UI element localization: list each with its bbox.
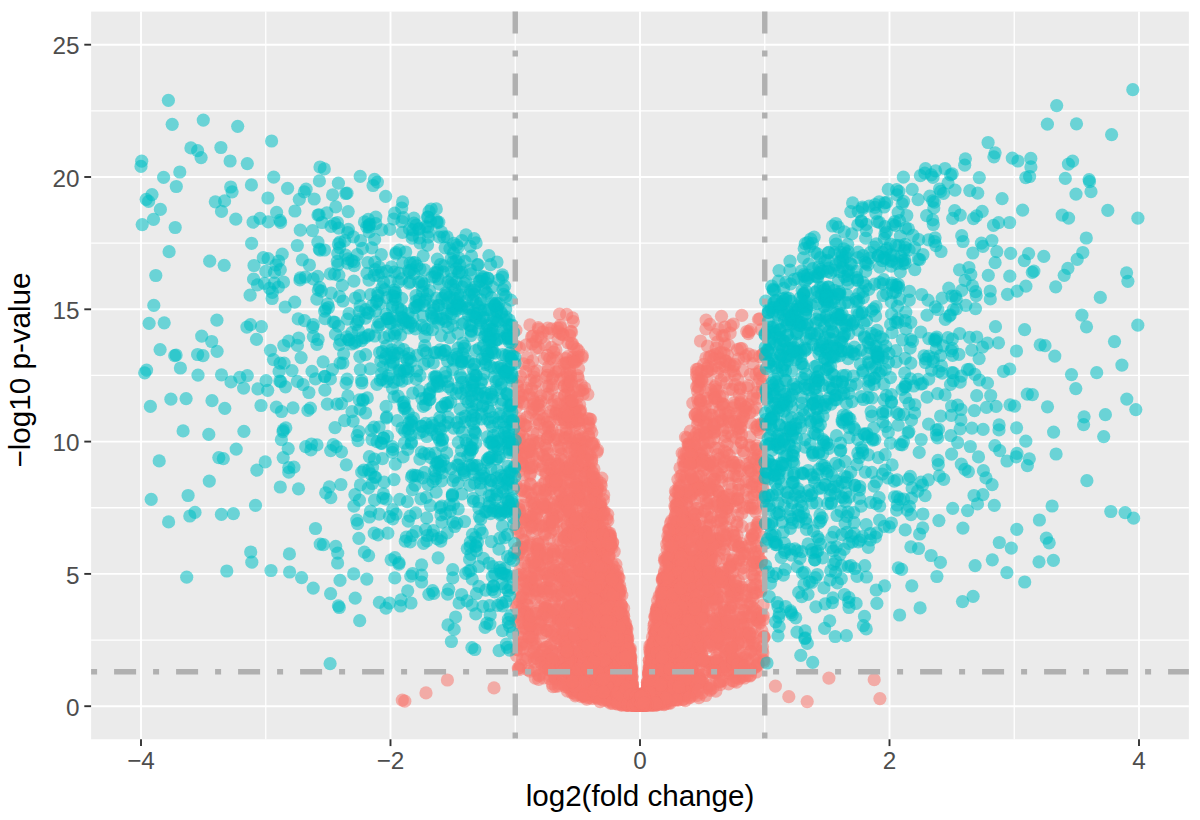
svg-text:−4: −4: [127, 747, 155, 774]
svg-text:−log10 p-value: −log10 p-value: [3, 273, 36, 468]
svg-text:4: 4: [1132, 747, 1146, 774]
svg-text:15: 15: [52, 297, 79, 324]
svg-text:5: 5: [66, 562, 80, 589]
svg-text:25: 25: [52, 32, 79, 59]
svg-text:10: 10: [52, 429, 79, 456]
svg-text:log2(fold change): log2(fold change): [526, 779, 755, 812]
svg-text:2: 2: [883, 747, 897, 774]
svg-text:0: 0: [66, 694, 80, 721]
svg-text:0: 0: [633, 747, 647, 774]
svg-text:−2: −2: [377, 747, 405, 774]
svg-text:20: 20: [52, 165, 79, 192]
